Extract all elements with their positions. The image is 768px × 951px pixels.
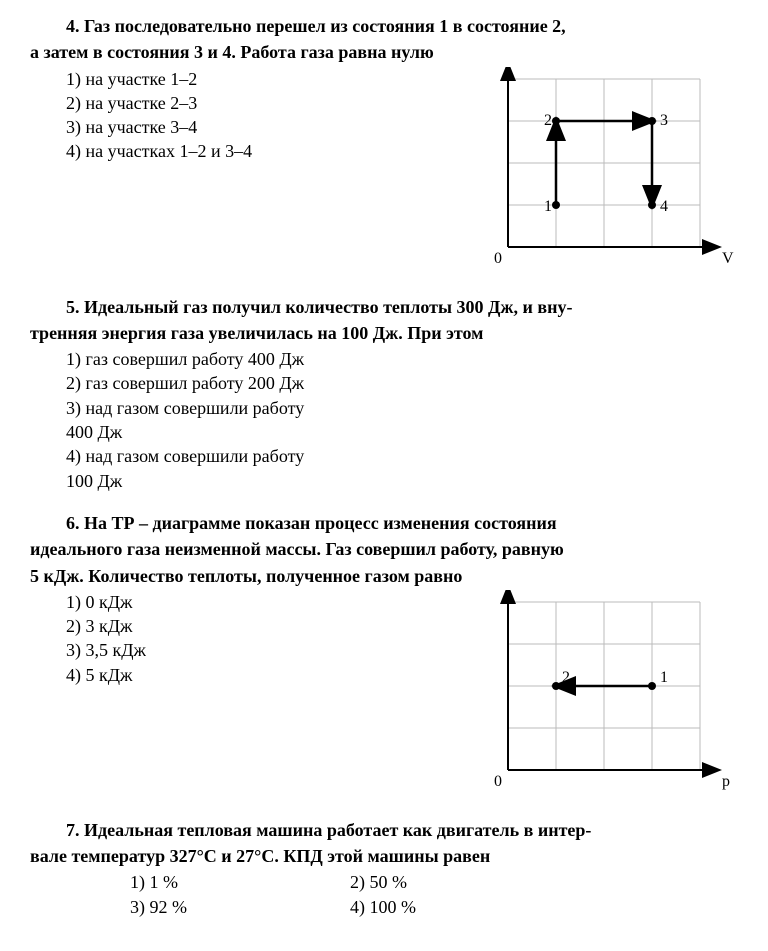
q6-text-l1: 6. На ТР – диаграмме показан процесс изм…: [30, 511, 738, 535]
q6-diagram: pT012: [478, 590, 738, 800]
svg-text:1: 1: [544, 198, 552, 215]
q6-opt-2: 2) 3 кДж: [66, 614, 386, 638]
q6-opt-4: 4) 5 кДж: [66, 663, 386, 687]
question-7: 7. Идеальная тепловая машина работает ка…: [30, 818, 738, 919]
svg-text:0: 0: [494, 773, 502, 790]
q4-diagram: Vp01234: [478, 67, 738, 277]
svg-text:1: 1: [660, 669, 668, 686]
q5-opt-3b: 400 Дж: [66, 420, 738, 444]
q5-text-l2: тренняя энергия газа увеличилась на 100 …: [30, 321, 738, 345]
q6-options: 1) 0 кДж 2) 3 кДж 3) 3,5 кДж 4) 5 кДж: [30, 590, 386, 687]
svg-text:3: 3: [660, 112, 668, 129]
q6-text-l3: 5 кДж. Количество теплоты, полученное га…: [30, 564, 738, 588]
q7-options: 1) 1 % 3) 92 % 2) 50 % 4) 100 %: [30, 870, 738, 919]
q4-options: 1) на участке 1–2 2) на участке 2–3 3) н…: [30, 67, 386, 164]
q4-opt-4: 4) на участках 1–2 и 3–4: [66, 139, 386, 163]
q4-text-l1: 4. Газ последовательно перешел из состоя…: [30, 14, 738, 38]
svg-text:4: 4: [660, 198, 668, 215]
q7-opt-2: 2) 50 %: [350, 870, 570, 894]
q7-opt-1: 1) 1 %: [130, 870, 350, 894]
q5-opt-4b: 100 Дж: [66, 469, 738, 493]
q6-opt-3: 3) 3,5 кДж: [66, 638, 386, 662]
q7-text-l1: 7. Идеальная тепловая машина работает ка…: [30, 818, 738, 842]
q4-text-l2: а затем в состояния 3 и 4. Работа газа р…: [30, 40, 738, 64]
svg-text:V: V: [722, 250, 734, 267]
q5-opt-1: 1) газ совершил работу 400 Дж: [66, 347, 738, 371]
q4-opt-3: 3) на участке 3–4: [66, 115, 386, 139]
q5-opt-3: 3) над газом совершили работу: [66, 396, 738, 420]
q7-opt-4: 4) 100 %: [350, 895, 570, 919]
svg-text:p: p: [722, 773, 730, 790]
question-5: 5. Идеальный газ получил количество тепл…: [30, 295, 738, 493]
svg-text:2: 2: [562, 669, 570, 686]
svg-text:2: 2: [544, 112, 552, 129]
q7-opt-3: 3) 92 %: [130, 895, 350, 919]
q4-opt-2: 2) на участке 2–3: [66, 91, 386, 115]
q5-options: 1) газ совершил работу 400 Дж 2) газ сов…: [30, 347, 738, 493]
question-6: 6. На ТР – диаграмме показан процесс изм…: [30, 511, 738, 800]
q6-text-l2: идеального газа неизменной массы. Газ со…: [30, 537, 738, 561]
q7-text-l2: вале температур 327°С и 27°С. КПД этой м…: [30, 844, 738, 868]
q5-opt-4: 4) над газом совершили работу: [66, 444, 738, 468]
question-4: 4. Газ последовательно перешел из состоя…: [30, 14, 738, 277]
q4-opt-1: 1) на участке 1–2: [66, 67, 386, 91]
q5-text-l1: 5. Идеальный газ получил количество тепл…: [30, 295, 738, 319]
svg-text:0: 0: [494, 250, 502, 267]
q6-opt-1: 1) 0 кДж: [66, 590, 386, 614]
q5-opt-2: 2) газ совершил работу 200 Дж: [66, 371, 738, 395]
